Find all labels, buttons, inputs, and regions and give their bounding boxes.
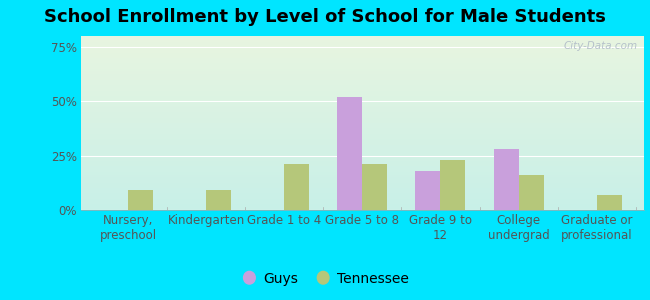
Bar [493,149,519,210]
Bar [284,164,309,210]
Bar [441,160,465,210]
Bar [363,164,387,210]
Bar [337,97,362,210]
Text: School Enrollment by Level of School for Male Students: School Enrollment by Level of School for… [44,8,606,26]
Bar [519,175,543,210]
Legend: Guys, Tennessee: Guys, Tennessee [235,266,415,292]
Bar [415,171,441,210]
Bar [128,190,153,210]
Text: City-Data.com: City-Data.com [564,41,638,51]
Bar [597,195,621,210]
Bar [206,190,231,210]
